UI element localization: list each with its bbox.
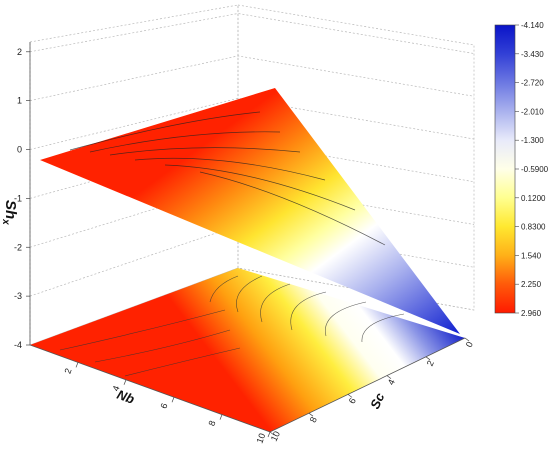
nb-tick-mark xyxy=(123,379,127,385)
z-tick-label: 0 xyxy=(17,145,22,155)
colorbar xyxy=(494,24,516,314)
nb-tick-label: 6 xyxy=(158,402,169,410)
sc-tick-label: 4 xyxy=(386,378,397,387)
z-axis-ticks: 2 1 0 -1 -2 -3 -4 xyxy=(14,47,30,350)
z-tick-label: -1 xyxy=(14,193,22,203)
sc-tick-label: 2 xyxy=(425,359,436,368)
sc-tick-label: 6 xyxy=(347,396,358,405)
colorbar-tick-label: 2.960 xyxy=(521,309,542,318)
sc-axis-title: Sc xyxy=(367,390,388,411)
nb-tick-label: 4 xyxy=(110,384,121,392)
colorbar-tick-label: -2.010 xyxy=(521,107,544,116)
nb-tick-label: 10 xyxy=(254,432,267,445)
nb-tick-mark xyxy=(171,397,175,403)
colorbar-tick-label: 0.1200 xyxy=(521,194,546,203)
colorbar-ticks: -4.140 -3.430 -2.720 -2.010 -1.300 -0.5900 0.1… xyxy=(515,21,549,318)
colorbar-tick-label: 0.8300 xyxy=(521,223,546,232)
floor-contour-map xyxy=(30,268,465,432)
nb-tick-label: 8 xyxy=(206,419,217,427)
surface-contours xyxy=(69,111,386,246)
z-tick-label: -4 xyxy=(14,340,22,350)
colorbar-tick-label: 2.250 xyxy=(521,280,542,289)
surface-plane xyxy=(40,88,460,334)
sc-tick-mark xyxy=(386,375,392,379)
nb-axis-title: Nb xyxy=(115,387,136,407)
sc-tick-label: 10 xyxy=(269,430,282,443)
colorbar-tick-label: -0.5900 xyxy=(521,165,549,174)
nb-tick-mark xyxy=(267,431,271,438)
nb-tick-mark xyxy=(219,414,223,420)
z-tick-label: 1 xyxy=(17,96,22,106)
sc-tick-mark xyxy=(464,337,470,342)
colorbar-tick-label: 1.540 xyxy=(521,251,542,260)
z-axis-title-subscript: x xyxy=(0,218,11,225)
sc-tick-mark xyxy=(269,431,275,436)
z-tick-label: 2 xyxy=(17,47,22,57)
sc-tick-mark xyxy=(347,394,353,398)
sc-tick-label: 8 xyxy=(308,415,319,424)
nb-tick-label: 2 xyxy=(62,367,73,375)
axis-frame xyxy=(29,42,466,433)
colorbar-tick-label: -2.720 xyxy=(521,79,544,88)
z-axis-title: Shx xyxy=(0,200,19,225)
nb-axis-ticks: 2 4 6 8 10 xyxy=(62,362,271,445)
colorbar-tick-label: -1.300 xyxy=(521,136,544,145)
z-tick-label: -2 xyxy=(14,242,22,252)
colorbar-tick-label: -4.140 xyxy=(521,21,544,30)
sc-axis-ticks: 0 2 4 6 8 10 xyxy=(269,337,475,443)
sc-tick-mark xyxy=(425,356,431,361)
floor-contours xyxy=(59,275,405,377)
sc-tick-label: 0 xyxy=(464,340,475,349)
colorbar-tick-label: -3.430 xyxy=(521,50,544,59)
nb-tick-mark xyxy=(75,362,79,368)
sc-tick-mark xyxy=(308,412,314,417)
z-tick-label: -3 xyxy=(14,291,22,301)
